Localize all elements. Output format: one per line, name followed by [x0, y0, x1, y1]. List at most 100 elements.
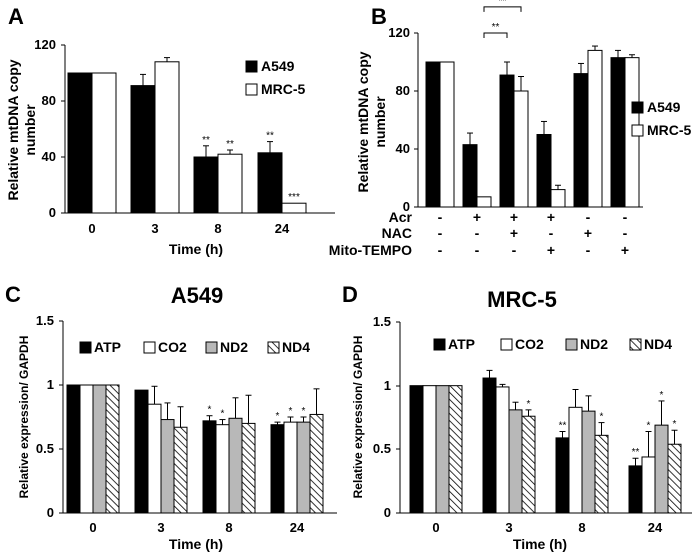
- panel-a-xtick-label: 8: [214, 221, 221, 236]
- panel-c-ytick-label: 0: [47, 505, 54, 520]
- condition-label-nac: NAC: [382, 225, 412, 241]
- condition-sign: +: [510, 225, 518, 241]
- condition-sign: -: [438, 225, 443, 241]
- legend-label-co2: CO2: [158, 339, 187, 355]
- panel-d-bars: *********: [409, 369, 682, 514]
- panel-a-y-title-line-1: Relative mtDNA copy: [5, 59, 21, 200]
- significance-mrc5-24: ***: [288, 192, 300, 203]
- condition-sign: -: [549, 225, 554, 241]
- bar-a549-3: [130, 85, 156, 214]
- significance-bracket: [483, 32, 508, 38]
- panel-c-ytick-label: 0.5: [36, 441, 54, 456]
- significance-bracket: [483, 6, 522, 12]
- panel-c: C A549 0 0.5 1 1.5 0 3 8 24 Time (h) Rel…: [5, 282, 337, 552]
- legend-label-atp: ATP: [94, 339, 121, 355]
- panel-a-ytick-label: 40: [42, 149, 56, 164]
- significance-a549-24: **: [266, 131, 274, 142]
- bar-mrc5-5: [587, 49, 603, 208]
- panel-c-xtick-label: 3: [157, 520, 164, 535]
- significance-nd4-3: *: [527, 399, 531, 410]
- legend-swatch-co2: [143, 341, 156, 354]
- bar-mrc5-4: [550, 189, 566, 208]
- legend-swatch-nd2: [565, 338, 578, 351]
- condition-sign: -: [438, 209, 443, 225]
- bar-a549-1: [425, 61, 441, 208]
- legend-label-nd2: ND2: [580, 336, 608, 352]
- panel-label-d: D: [342, 282, 358, 307]
- bar-mrc5-2: [476, 196, 492, 208]
- panel-d-ytick-label: 0.5: [373, 441, 391, 456]
- bar-nd2-24: [296, 421, 311, 514]
- legend-label-co2: CO2: [515, 336, 544, 352]
- bar-a549-2: [462, 144, 478, 208]
- condition-sign: -: [438, 242, 443, 258]
- bar-atp-3: [482, 377, 497, 514]
- bar-nd4-8: [594, 434, 609, 514]
- panel-d-legend: ATP CO2 ND2 ND4: [433, 336, 672, 352]
- panel-a-xtick-label: 0: [88, 221, 95, 236]
- panel-d-ytick-label: 1: [384, 378, 391, 393]
- condition-sign: +: [547, 242, 555, 258]
- bar-nd2-3: [160, 419, 175, 514]
- bracket-label: **: [492, 22, 500, 33]
- legend-swatch-nd4: [629, 338, 642, 351]
- panel-b-y-title-line-2: number: [372, 96, 388, 148]
- bar-mrc5-0: [91, 72, 117, 214]
- panel-c-legend: ATP CO2 ND2 ND4: [79, 339, 310, 355]
- panel-c-y-title: Relative expression/ GAPDH: [17, 336, 31, 499]
- panel-d-ytick-label: 0: [384, 505, 391, 520]
- legend-label-nd4: ND4: [644, 336, 672, 352]
- condition-sign: -: [623, 209, 628, 225]
- panel-b-bars: [425, 45, 640, 208]
- condition-label-mito-tempo: Mito-TEMPO: [329, 242, 412, 258]
- significance-atp-8: **: [559, 421, 567, 432]
- condition-sign: -: [475, 225, 480, 241]
- panel-a-ytick-label: 120: [34, 37, 56, 52]
- bar-nd2-0: [435, 385, 450, 514]
- panel-b-ytick-label: 40: [396, 141, 410, 156]
- bar-atp-8: [202, 420, 217, 514]
- bar-nd4-8: [241, 422, 256, 514]
- panel-d-title: MRC-5: [487, 287, 557, 312]
- panel-a-x-title: Time (h): [169, 241, 223, 257]
- bar-co2-0: [79, 384, 94, 514]
- panel-b-y-title-line-1: Relative mtDNA copy: [355, 51, 371, 192]
- condition-sign: +: [510, 209, 518, 225]
- bar-a549-5: [573, 73, 589, 208]
- condition-sign: -: [512, 242, 517, 258]
- condition-sign: +: [473, 209, 481, 225]
- legend-label-a549: A549: [261, 58, 295, 74]
- significance-mrc5-8: **: [226, 139, 234, 150]
- significance-co2-24: *: [289, 406, 293, 417]
- legend-label-nd2: ND2: [220, 339, 248, 355]
- panel-b-significance-brackets: ** **: [483, 0, 522, 38]
- bar-atp-24: [628, 465, 643, 514]
- condition-label-acr: Acr: [389, 209, 413, 225]
- panel-a-legend: A549 MRC-5: [245, 58, 306, 97]
- panel-a-axes: 0 40 80 120 0 3 8 24 Time (h) Relative m…: [5, 37, 335, 257]
- panel-label-a: A: [8, 4, 24, 29]
- legend-label-atp: ATP: [448, 336, 475, 352]
- panel-c-xtick-label: 0: [89, 520, 96, 535]
- bar-atp-24: [270, 424, 285, 514]
- bar-a549-6: [610, 57, 626, 208]
- bar-mrc5-8: [217, 153, 243, 214]
- panel-label-c: C: [5, 282, 21, 307]
- panel-a-ytick-label: 0: [49, 205, 56, 220]
- panel-c-x-title: Time (h): [169, 536, 223, 552]
- significance-atp-8: *: [208, 405, 212, 416]
- bar-nd4-3: [521, 415, 536, 514]
- panel-b-legend: A549 MRC-5: [631, 99, 692, 138]
- bar-nd2-0: [92, 384, 107, 514]
- bar-nd4-3: [173, 426, 188, 514]
- panel-label-b: B: [371, 4, 387, 29]
- bar-nd4-24: [667, 443, 682, 514]
- significance-nd4-8: *: [600, 412, 604, 423]
- panel-c-axes: 0 0.5 1 1.5 0 3 8 24 Time (h) Relative e…: [17, 313, 337, 552]
- panel-b-ytick-label: 80: [396, 83, 410, 98]
- bar-nd4-24: [309, 413, 324, 514]
- bar-mrc5-24: [281, 202, 307, 214]
- bar-co2-8: [215, 424, 230, 514]
- legend-swatch-nd2: [205, 341, 218, 354]
